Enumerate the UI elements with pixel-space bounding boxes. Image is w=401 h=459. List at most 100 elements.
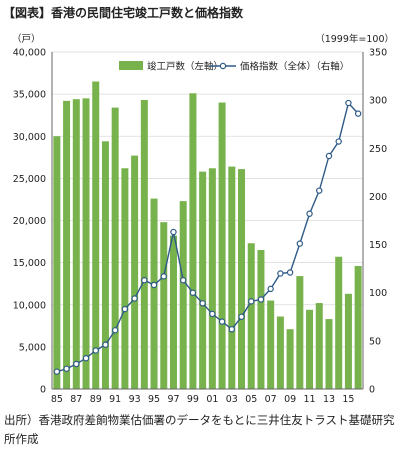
bar xyxy=(131,155,139,389)
right-tick-label: 350 xyxy=(369,48,387,59)
data-point xyxy=(277,270,284,277)
legend-line-label: 価格指数（全体）（右軸） xyxy=(240,61,349,73)
data-point xyxy=(218,318,226,325)
axes: 0 5,000 10,000 15,000 20,000 25,000 30,000 35,0… xyxy=(13,48,387,406)
bar xyxy=(286,329,294,389)
bar xyxy=(82,98,90,390)
bar xyxy=(228,166,236,389)
bar xyxy=(325,319,333,389)
legend: 竣工戸数（左軸） 価格指数（全体）（右軸） xyxy=(119,61,349,73)
bar xyxy=(335,256,343,389)
bar xyxy=(101,141,109,389)
data-point xyxy=(306,210,313,217)
x-tick-label: 93 xyxy=(129,394,141,405)
bar xyxy=(179,201,187,389)
left-tick-label: 30,000 xyxy=(13,132,46,143)
data-point xyxy=(189,289,197,296)
x-tick-label: 03 xyxy=(226,394,238,405)
left-tick-label: 5,000 xyxy=(19,342,46,353)
data-point xyxy=(170,228,177,236)
legend-line-marker xyxy=(219,62,227,70)
bar xyxy=(53,136,61,389)
right-tick-label: 50 xyxy=(369,336,381,347)
data-point xyxy=(121,305,129,313)
bar xyxy=(257,249,265,389)
bar xyxy=(247,243,255,389)
left-tick-label: 40,000 xyxy=(13,48,46,59)
data-point xyxy=(63,365,70,372)
data-point xyxy=(131,295,138,302)
data-point xyxy=(248,298,255,305)
bar xyxy=(160,222,168,389)
data-point xyxy=(316,187,323,194)
x-tick-label: 85 xyxy=(51,394,63,405)
data-point xyxy=(209,310,216,318)
bar xyxy=(140,100,148,390)
left-tick-label: 0 xyxy=(40,385,46,396)
data-point xyxy=(335,138,342,145)
right-tick-label: 300 xyxy=(369,96,387,107)
x-tick-label: 07 xyxy=(265,394,277,405)
x-tick-label: 99 xyxy=(187,394,199,405)
data-point xyxy=(257,296,265,303)
x-tick-label: 87 xyxy=(70,394,82,405)
bar xyxy=(92,81,100,390)
legend-bar-swatch xyxy=(119,61,143,70)
left-tick-label: 25,000 xyxy=(13,174,46,185)
x-tick-label: 13 xyxy=(323,394,335,405)
data-point xyxy=(82,354,90,362)
right-tick-label: 100 xyxy=(369,288,387,299)
data-point xyxy=(228,326,235,333)
chart: （戸） （1999年=100） 0 5,000 10,000 15,000 20,000… xyxy=(12,33,394,406)
data-point xyxy=(345,99,352,107)
x-tick-label: 95 xyxy=(148,394,160,405)
data-point xyxy=(354,110,362,117)
bar-series xyxy=(53,81,362,390)
data-point xyxy=(111,327,119,334)
data-point xyxy=(141,276,148,284)
data-point xyxy=(286,269,294,276)
x-tick-label: 11 xyxy=(304,394,316,405)
bar xyxy=(238,169,246,389)
bar xyxy=(296,276,304,389)
chart-title: 【図表】香港の民間住宅竣工戸数と価格指数 xyxy=(3,6,244,20)
bar xyxy=(306,309,314,389)
bar xyxy=(72,99,80,390)
bar xyxy=(121,168,129,389)
right-tick-label: 250 xyxy=(369,144,387,155)
data-point xyxy=(199,300,206,307)
x-tick-label: 91 xyxy=(109,394,121,405)
x-tick-label: 97 xyxy=(167,394,179,405)
data-point xyxy=(296,240,304,247)
bar xyxy=(276,316,284,389)
bar xyxy=(218,102,226,390)
source-note: 出所）香港政府差餉物業估価署のデータをもとに三井住友トラスト基礎研究所作成 xyxy=(4,413,395,446)
line-series xyxy=(53,99,362,375)
left-tick-label: 10,000 xyxy=(13,300,46,311)
right-axis-unit: （1999年=100） xyxy=(315,33,394,45)
bar xyxy=(267,300,275,389)
bar xyxy=(150,198,158,389)
data-point xyxy=(53,368,61,375)
right-tick-label: 150 xyxy=(369,240,387,251)
data-point xyxy=(150,281,158,289)
data-point xyxy=(102,341,109,348)
bar xyxy=(169,235,177,389)
data-point xyxy=(92,347,99,354)
data-point xyxy=(73,360,80,368)
left-tick-label: 35,000 xyxy=(13,90,46,101)
bar xyxy=(63,100,71,390)
left-tick-label: 20,000 xyxy=(13,216,46,227)
left-tick-label: 15,000 xyxy=(13,258,46,269)
right-tick-label: 0 xyxy=(369,385,375,396)
data-point xyxy=(267,285,274,293)
bar xyxy=(111,107,119,389)
data-point xyxy=(325,152,333,160)
x-tick-label: 01 xyxy=(206,394,218,405)
data-point xyxy=(160,273,167,280)
x-tick-label: 15 xyxy=(342,394,354,405)
right-tick-label: 200 xyxy=(369,192,387,203)
x-tick-label: 89 xyxy=(90,394,102,405)
bar xyxy=(189,93,197,389)
bar xyxy=(208,168,216,389)
